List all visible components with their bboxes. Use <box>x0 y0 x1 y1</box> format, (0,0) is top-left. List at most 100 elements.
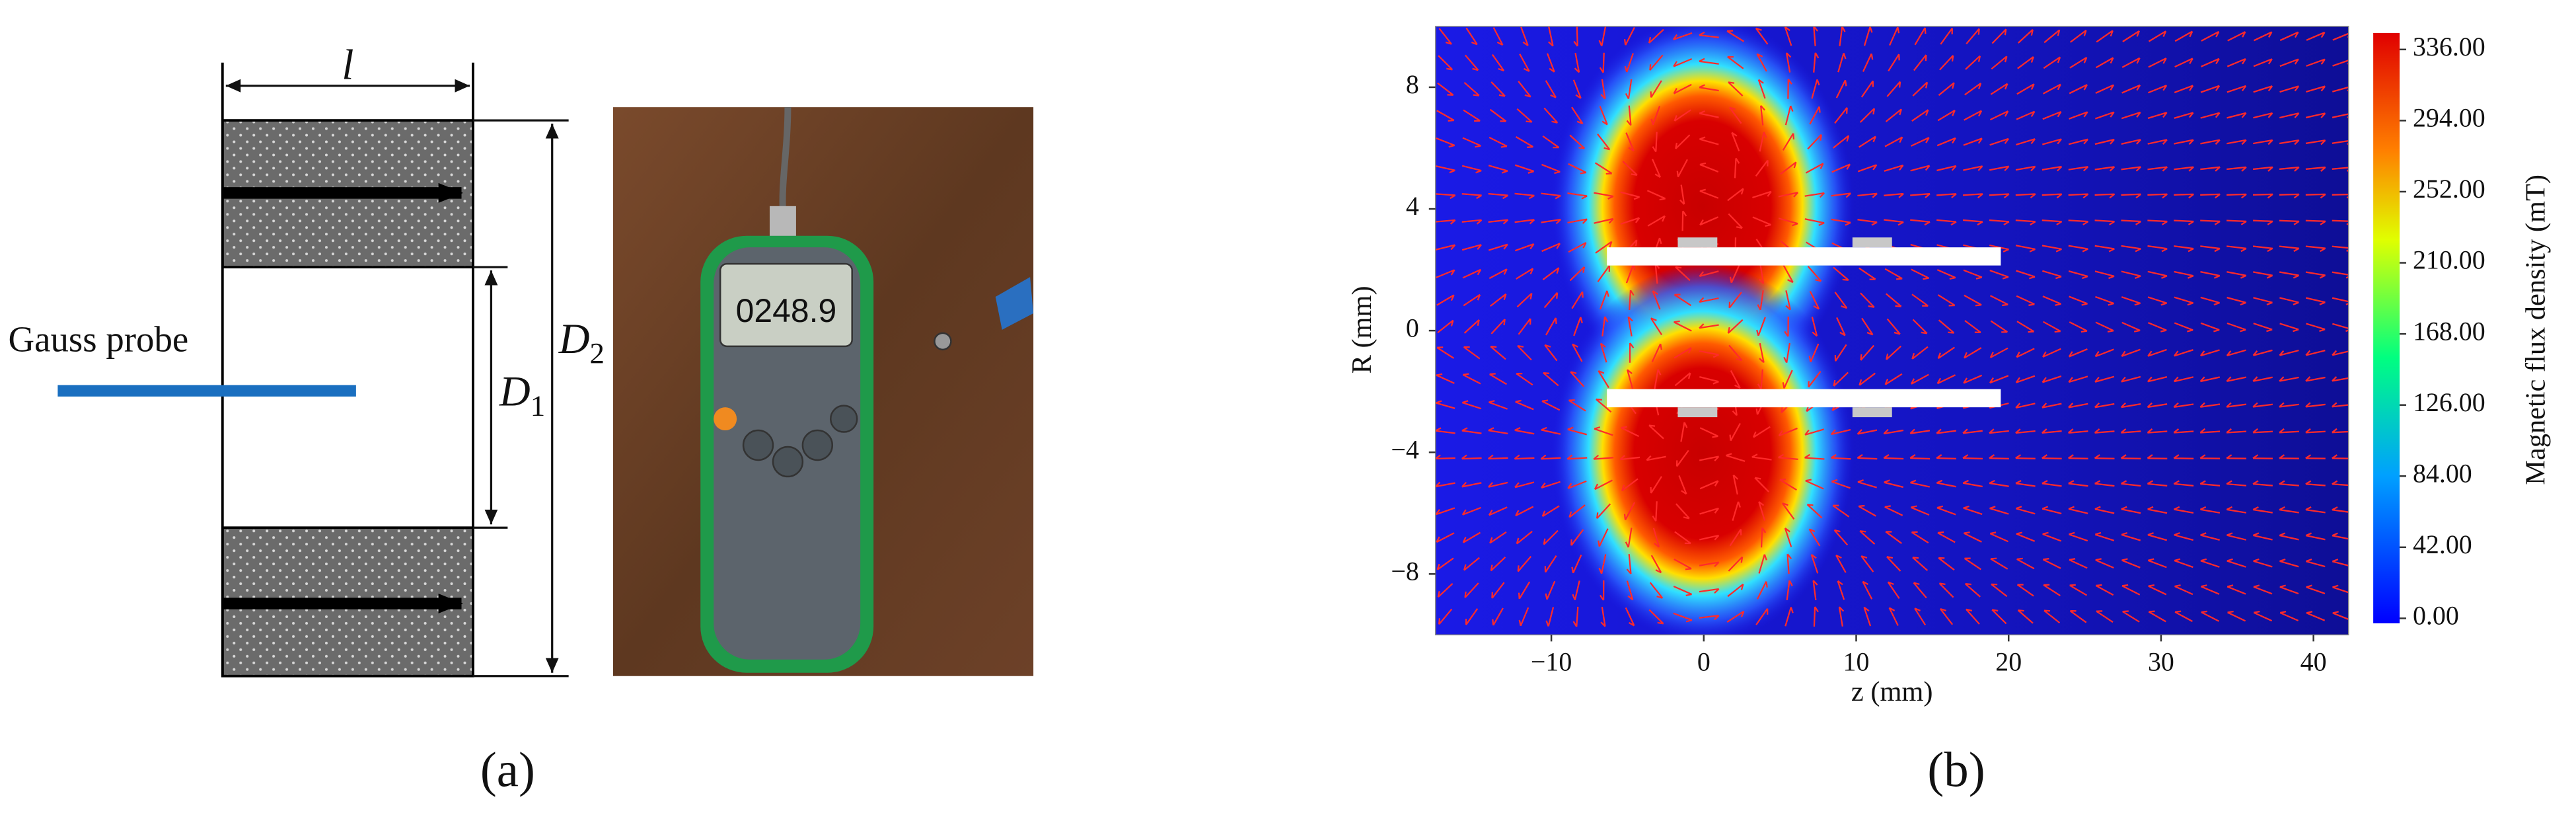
field-arrow <box>2305 166 2326 172</box>
field-arrow <box>1435 193 1456 200</box>
y-tick-label: −4 <box>1391 434 1419 464</box>
field-arrow <box>2121 375 2141 383</box>
field-arrow <box>1989 428 2009 434</box>
field-arrow <box>2017 609 2034 624</box>
field-arrow <box>2147 112 2168 120</box>
field-arrow <box>1462 137 1481 148</box>
field-arrow <box>1594 217 1614 224</box>
field-arrow <box>1673 612 1693 623</box>
field-arrow <box>1438 608 1453 625</box>
field-arrow <box>2121 245 2141 253</box>
field-arrow <box>2199 506 2221 514</box>
field-arrow <box>2147 558 2167 568</box>
field-arrow <box>1936 219 1957 226</box>
field-arrow <box>1699 561 1720 567</box>
field-arrow <box>2253 58 2273 67</box>
field-arrow <box>2094 531 2115 541</box>
field-arrow <box>1884 192 1904 198</box>
field-arrow <box>2042 193 2063 199</box>
field-arrow <box>1857 479 1877 489</box>
field-arrow <box>2042 506 2062 515</box>
field-arrow <box>2094 348 2114 358</box>
field-arrow <box>2042 110 2062 120</box>
field-arrow <box>2226 58 2246 67</box>
field-arrow <box>1884 136 1903 147</box>
field-arrow <box>2016 138 2036 145</box>
field-arrow <box>1436 294 1455 306</box>
probe-tip <box>934 332 952 351</box>
field-arrow <box>2305 193 2326 199</box>
field-arrow <box>1909 428 1931 434</box>
field-arrow <box>1937 531 1956 543</box>
field-arrow <box>2306 85 2326 93</box>
field-arrow <box>2226 219 2247 225</box>
field-arrow <box>1756 581 1768 600</box>
field-arrow <box>2253 558 2273 568</box>
field-arrow <box>1831 163 1851 173</box>
field-arrow <box>1728 213 1743 229</box>
field-arrow <box>1991 583 2008 598</box>
field-arrow <box>1593 454 1614 460</box>
field-arrow <box>1435 507 1455 516</box>
field-arrow <box>2069 111 2088 120</box>
field-arrow <box>2226 584 2246 595</box>
field-arrow <box>1675 266 1691 282</box>
field-arrow <box>1813 26 1819 46</box>
field-arrow <box>1940 607 1954 625</box>
field-arrow <box>1648 609 1664 625</box>
field-arrow <box>1652 132 1658 153</box>
field-arrow <box>1727 56 1744 69</box>
field-arrow <box>1699 270 1719 278</box>
field-arrow <box>2173 402 2194 408</box>
y-tick-label: 8 <box>1406 69 1419 99</box>
field-arrow <box>1465 54 1479 71</box>
field-arrow <box>1461 427 1482 434</box>
field-arrow <box>2305 559 2326 568</box>
field-arrow <box>1989 480 2009 487</box>
field-arrow <box>2147 193 2168 199</box>
field-arrow <box>1886 81 1901 97</box>
field-arrow <box>2042 219 2063 225</box>
field-arrow <box>1858 504 1876 517</box>
field-arrow <box>1754 477 1769 492</box>
field-arrow <box>2253 139 2273 145</box>
field-arrow <box>1620 191 1640 200</box>
field-arrow <box>2122 610 2140 623</box>
field-arrow <box>2279 376 2299 382</box>
field-arrow <box>1436 110 1455 122</box>
field-plot: z (mm) R (mm) Magnetic flux density (mT)… <box>1346 26 2551 707</box>
field-arrow <box>1540 454 1561 460</box>
field-arrow <box>2226 532 2246 541</box>
field-arrow <box>2121 348 2141 357</box>
field-arrow <box>1785 105 1794 126</box>
field-arrow <box>1542 267 1560 280</box>
field-arrow <box>2174 58 2193 68</box>
field-arrow <box>2305 532 2326 541</box>
field-arrow <box>2226 271 2247 279</box>
field-arrow <box>1732 474 1739 495</box>
field-arrow <box>1681 210 1687 231</box>
field-arrow <box>1625 607 1635 627</box>
field-arrow <box>1936 193 1957 198</box>
field-arrow <box>2148 584 2167 596</box>
field-arrow <box>1646 190 1666 201</box>
field-arrow <box>1728 344 1743 362</box>
field-arrow <box>1884 219 1904 226</box>
field-arrow <box>1726 610 1745 623</box>
field-arrow <box>1567 192 1588 200</box>
field-arrow <box>2173 376 2194 383</box>
field-arrow <box>1804 453 1825 460</box>
field-arrow <box>1989 531 2008 543</box>
field-arrow <box>1889 26 1900 46</box>
field-arrow <box>2043 56 2061 69</box>
field-arrow <box>2147 166 2168 172</box>
field-arrow <box>2068 193 2089 199</box>
field-arrow <box>1436 269 1455 278</box>
field-arrow <box>1573 317 1583 336</box>
field-arrow <box>1652 290 1661 310</box>
field-arrow <box>2253 85 2273 93</box>
field-arrow <box>1912 557 1929 571</box>
field-arrow <box>2094 166 2116 172</box>
field-arrow <box>2226 193 2247 199</box>
field-arrow <box>1756 53 1767 72</box>
